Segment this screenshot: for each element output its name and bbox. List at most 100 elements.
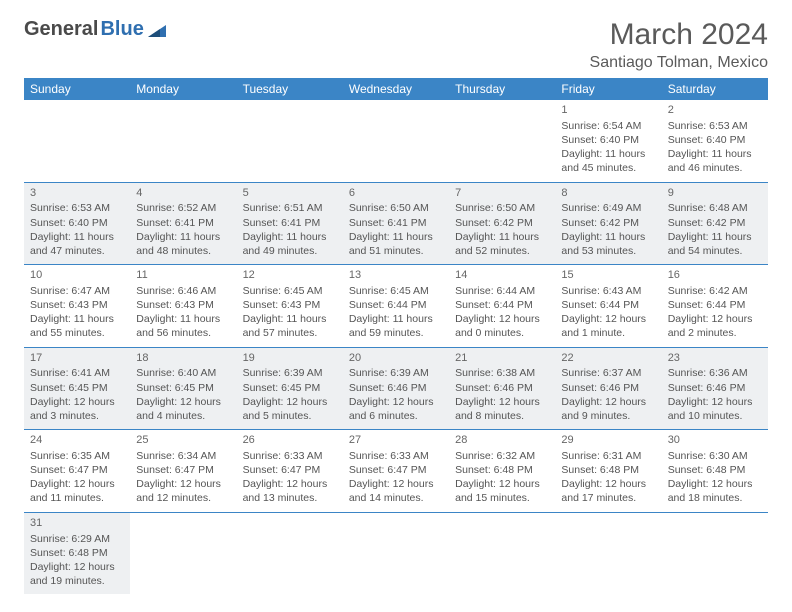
calendar-cell: 2Sunrise: 6:53 AMSunset: 6:40 PMDaylight… <box>662 100 768 182</box>
sunset-text: Sunset: 6:43 PM <box>136 298 230 312</box>
sunset-text: Sunset: 6:48 PM <box>30 546 124 560</box>
daylight-text: Daylight: 12 hours and 5 minutes. <box>243 395 337 423</box>
daylight-text: Daylight: 11 hours and 52 minutes. <box>455 230 549 258</box>
calendar-cell <box>343 100 449 182</box>
day-number: 29 <box>561 433 655 448</box>
daylight-text: Daylight: 11 hours and 45 minutes. <box>561 147 655 175</box>
day-number: 4 <box>136 186 230 201</box>
sunset-text: Sunset: 6:46 PM <box>668 381 762 395</box>
sunset-text: Sunset: 6:46 PM <box>561 381 655 395</box>
daylight-text: Daylight: 12 hours and 6 minutes. <box>349 395 443 423</box>
calendar-cell <box>343 512 449 594</box>
daylight-text: Daylight: 11 hours and 48 minutes. <box>136 230 230 258</box>
calendar-cell: 11Sunrise: 6:46 AMSunset: 6:43 PMDayligh… <box>130 265 236 348</box>
calendar-cell: 4Sunrise: 6:52 AMSunset: 6:41 PMDaylight… <box>130 182 236 265</box>
sunrise-text: Sunrise: 6:39 AM <box>349 366 443 380</box>
daylight-text: Daylight: 11 hours and 51 minutes. <box>349 230 443 258</box>
daylight-text: Daylight: 12 hours and 1 minute. <box>561 312 655 340</box>
calendar-cell: 8Sunrise: 6:49 AMSunset: 6:42 PMDaylight… <box>555 182 661 265</box>
calendar-cell: 28Sunrise: 6:32 AMSunset: 6:48 PMDayligh… <box>449 430 555 513</box>
day-number: 21 <box>455 351 549 366</box>
sunrise-text: Sunrise: 6:29 AM <box>30 532 124 546</box>
daylight-text: Daylight: 11 hours and 54 minutes. <box>668 230 762 258</box>
calendar-cell: 12Sunrise: 6:45 AMSunset: 6:43 PMDayligh… <box>237 265 343 348</box>
day-number: 16 <box>668 268 762 283</box>
sunset-text: Sunset: 6:44 PM <box>349 298 443 312</box>
day-number: 19 <box>243 351 337 366</box>
sunset-text: Sunset: 6:41 PM <box>349 216 443 230</box>
sail-icon <box>146 18 168 41</box>
sunset-text: Sunset: 6:40 PM <box>668 133 762 147</box>
sunrise-text: Sunrise: 6:50 AM <box>349 201 443 215</box>
day-number: 22 <box>561 351 655 366</box>
sunrise-text: Sunrise: 6:43 AM <box>561 284 655 298</box>
day-number: 6 <box>349 186 443 201</box>
calendar-cell: 24Sunrise: 6:35 AMSunset: 6:47 PMDayligh… <box>24 430 130 513</box>
calendar-cell <box>662 512 768 594</box>
sunset-text: Sunset: 6:42 PM <box>455 216 549 230</box>
calendar-cell: 15Sunrise: 6:43 AMSunset: 6:44 PMDayligh… <box>555 265 661 348</box>
calendar-cell <box>449 100 555 182</box>
sunrise-text: Sunrise: 6:39 AM <box>243 366 337 380</box>
calendar-table: SundayMondayTuesdayWednesdayThursdayFrid… <box>24 78 768 594</box>
logo-text-b: Blue <box>100 18 143 41</box>
location-text: Santiago Tolman, Mexico <box>590 54 768 72</box>
calendar-cell: 30Sunrise: 6:30 AMSunset: 6:48 PMDayligh… <box>662 430 768 513</box>
daylight-text: Daylight: 12 hours and 11 minutes. <box>30 477 124 505</box>
calendar-cell: 22Sunrise: 6:37 AMSunset: 6:46 PMDayligh… <box>555 347 661 430</box>
day-number: 11 <box>136 268 230 283</box>
sunrise-text: Sunrise: 6:52 AM <box>136 201 230 215</box>
calendar-cell <box>449 512 555 594</box>
calendar-row: 17Sunrise: 6:41 AMSunset: 6:45 PMDayligh… <box>24 347 768 430</box>
sunset-text: Sunset: 6:44 PM <box>668 298 762 312</box>
calendar-cell: 10Sunrise: 6:47 AMSunset: 6:43 PMDayligh… <box>24 265 130 348</box>
title-block: March 2024 Santiago Tolman, Mexico <box>590 18 768 72</box>
day-number: 9 <box>668 186 762 201</box>
sunrise-text: Sunrise: 6:44 AM <box>455 284 549 298</box>
weekday-header: Wednesday <box>343 78 449 100</box>
sunrise-text: Sunrise: 6:51 AM <box>243 201 337 215</box>
calendar-cell <box>237 100 343 182</box>
calendar-cell: 17Sunrise: 6:41 AMSunset: 6:45 PMDayligh… <box>24 347 130 430</box>
sunset-text: Sunset: 6:47 PM <box>30 463 124 477</box>
calendar-body: 1Sunrise: 6:54 AMSunset: 6:40 PMDaylight… <box>24 100 768 594</box>
sunset-text: Sunset: 6:41 PM <box>243 216 337 230</box>
calendar-page: GeneralBlue March 2024 Santiago Tolman, … <box>0 0 792 612</box>
day-number: 28 <box>455 433 549 448</box>
calendar-cell: 27Sunrise: 6:33 AMSunset: 6:47 PMDayligh… <box>343 430 449 513</box>
sunrise-text: Sunrise: 6:37 AM <box>561 366 655 380</box>
sunrise-text: Sunrise: 6:36 AM <box>668 366 762 380</box>
sunset-text: Sunset: 6:48 PM <box>668 463 762 477</box>
calendar-cell <box>555 512 661 594</box>
day-number: 30 <box>668 433 762 448</box>
sunrise-text: Sunrise: 6:46 AM <box>136 284 230 298</box>
daylight-text: Daylight: 12 hours and 17 minutes. <box>561 477 655 505</box>
daylight-text: Daylight: 11 hours and 56 minutes. <box>136 312 230 340</box>
calendar-cell: 20Sunrise: 6:39 AMSunset: 6:46 PMDayligh… <box>343 347 449 430</box>
sunset-text: Sunset: 6:45 PM <box>243 381 337 395</box>
sunset-text: Sunset: 6:42 PM <box>561 216 655 230</box>
daylight-text: Daylight: 12 hours and 19 minutes. <box>30 560 124 588</box>
sunset-text: Sunset: 6:46 PM <box>349 381 443 395</box>
daylight-text: Daylight: 12 hours and 18 minutes. <box>668 477 762 505</box>
weekday-header: Thursday <box>449 78 555 100</box>
sunrise-text: Sunrise: 6:41 AM <box>30 366 124 380</box>
sunset-text: Sunset: 6:47 PM <box>243 463 337 477</box>
sunset-text: Sunset: 6:45 PM <box>136 381 230 395</box>
daylight-text: Daylight: 12 hours and 2 minutes. <box>668 312 762 340</box>
day-number: 24 <box>30 433 124 448</box>
calendar-cell: 1Sunrise: 6:54 AMSunset: 6:40 PMDaylight… <box>555 100 661 182</box>
sunset-text: Sunset: 6:40 PM <box>561 133 655 147</box>
day-number: 20 <box>349 351 443 366</box>
calendar-cell: 23Sunrise: 6:36 AMSunset: 6:46 PMDayligh… <box>662 347 768 430</box>
daylight-text: Daylight: 12 hours and 15 minutes. <box>455 477 549 505</box>
day-number: 15 <box>561 268 655 283</box>
sunrise-text: Sunrise: 6:50 AM <box>455 201 549 215</box>
sunset-text: Sunset: 6:43 PM <box>30 298 124 312</box>
calendar-cell <box>130 512 236 594</box>
day-number: 18 <box>136 351 230 366</box>
weekday-header: Saturday <box>662 78 768 100</box>
daylight-text: Daylight: 12 hours and 14 minutes. <box>349 477 443 505</box>
day-number: 7 <box>455 186 549 201</box>
sunrise-text: Sunrise: 6:48 AM <box>668 201 762 215</box>
